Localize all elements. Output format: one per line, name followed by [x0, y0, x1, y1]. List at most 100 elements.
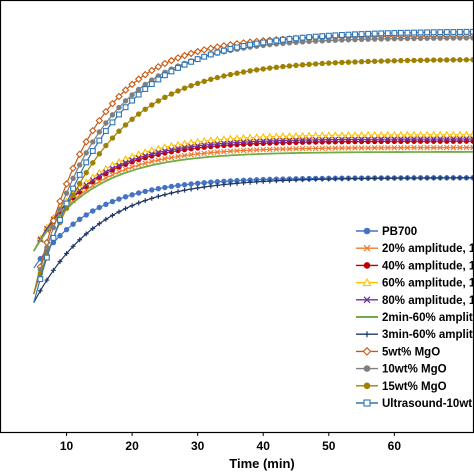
data-point-ultrasound-10wt — [109, 119, 116, 126]
series-layer — [33, 28, 474, 303]
data-point-80-amplitude-1 — [181, 144, 188, 151]
data-point-ultrasound-10wt — [70, 185, 77, 192]
data-point-3min-60-amplit — [437, 175, 443, 181]
data-point-80-amplitude-1 — [122, 159, 129, 166]
data-point-10wt-mgo — [411, 35, 417, 42]
data-point-5wt-mgo — [174, 54, 182, 62]
series-ultrasound-10wt — [33, 28, 474, 303]
data-point-20-amplitude-1 — [227, 148, 234, 155]
data-point-60-amplitude-1 — [147, 146, 156, 154]
data-point-20-amplitude-1 — [312, 145, 319, 152]
data-point-pb700 — [135, 190, 142, 196]
data-point-20-amplitude-1 — [253, 147, 260, 153]
data-point-15wt-mgo — [234, 70, 240, 76]
data-point-5wt-mgo — [95, 116, 104, 125]
data-point-20-amplitude-1 — [207, 149, 214, 156]
data-point-20-amplitude-1 — [240, 147, 247, 154]
data-point-10wt-mgo — [352, 36, 358, 43]
data-point-3min-60-amplit — [267, 178, 273, 184]
data-point-80-amplitude-1 — [207, 141, 214, 148]
data-point-60-amplitude-1 — [318, 131, 327, 139]
data-point-15wt-mgo — [404, 57, 411, 64]
data-point-ultrasound-10wt — [247, 41, 254, 48]
data-point-20-amplitude-1 — [443, 144, 450, 151]
data-point-5wt-mgo — [167, 56, 176, 65]
data-point-ultrasound-10wt — [430, 29, 437, 36]
data-point-pb700 — [57, 233, 63, 239]
x-tick-label: 30 — [191, 439, 205, 453]
data-point-ultrasound-10wt — [312, 33, 319, 40]
data-point-ultrasound-10wt — [96, 137, 103, 144]
data-point-20-amplitude-1 — [430, 144, 437, 151]
data-point-20-amplitude-1 — [260, 146, 267, 153]
data-point-15wt-mgo — [267, 65, 273, 71]
data-point-15wt-mgo — [247, 68, 253, 74]
data-point-pb700 — [76, 216, 83, 222]
data-point-15wt-mgo — [437, 57, 443, 63]
data-point-60-amplitude-1 — [396, 130, 405, 138]
data-point-80-amplitude-1 — [325, 136, 332, 143]
data-point-15wt-mgo — [457, 57, 463, 63]
data-point-60-amplitude-1 — [344, 131, 353, 139]
data-point-20-amplitude-1 — [234, 148, 240, 154]
data-point-ultrasound-10wt — [279, 36, 286, 43]
data-point-60-amplitude-1 — [436, 130, 445, 138]
data-point-15wt-mgo — [306, 61, 312, 68]
data-point-60-amplitude-1 — [134, 150, 143, 158]
data-point-ultrasound-10wt — [437, 29, 444, 36]
data-point-15wt-mgo — [253, 67, 260, 73]
data-point-ultrasound-10wt — [273, 37, 280, 44]
data-point-ultrasound-10wt — [175, 64, 181, 71]
data-point-ultrasound-10wt — [332, 32, 339, 39]
data-point-60-amplitude-1 — [265, 132, 274, 140]
data-point-10wt-mgo — [378, 36, 384, 42]
data-point-80-amplitude-1 — [312, 137, 319, 143]
data-point-ultrasound-10wt — [135, 91, 142, 98]
data-point-60-amplitude-1 — [383, 130, 392, 138]
data-point-3min-60-amplit — [287, 177, 292, 183]
data-point-10wt-mgo — [398, 35, 404, 42]
data-point-80-amplitude-1 — [378, 136, 385, 143]
data-point-5wt-mgo — [128, 80, 136, 89]
data-point-15wt-mgo — [181, 85, 188, 91]
data-point-15wt-mgo — [417, 57, 424, 63]
data-point-3min-60-amplit — [129, 203, 135, 208]
data-point-3min-60-amplit — [319, 176, 325, 182]
data-point-15wt-mgo — [444, 57, 450, 63]
data-point-60-amplitude-1 — [174, 140, 182, 148]
data-point-15wt-mgo — [352, 59, 358, 65]
data-point-10wt-mgo — [70, 175, 76, 182]
legend-entry-ultrasound-10wt: Ultrasound-10wt — [356, 398, 472, 410]
data-point-20-amplitude-1 — [162, 155, 168, 162]
data-point-pb700 — [63, 226, 70, 233]
data-point-5wt-mgo — [102, 107, 110, 116]
data-point-80-amplitude-1 — [430, 136, 437, 142]
data-point-5wt-mgo — [187, 49, 195, 58]
data-point-20-amplitude-1 — [450, 144, 457, 151]
data-point-60-amplitude-1 — [351, 130, 359, 139]
data-point-20-amplitude-1 — [319, 145, 326, 152]
data-point-15wt-mgo — [260, 66, 266, 72]
data-point-10wt-mgo — [358, 36, 365, 43]
data-point-20-amplitude-1 — [299, 145, 306, 152]
data-point-15wt-mgo — [371, 58, 378, 64]
data-point-20-amplitude-1 — [221, 148, 227, 155]
data-point-15wt-mgo — [109, 135, 116, 141]
data-point-80-amplitude-1 — [345, 136, 352, 143]
data-point-60-amplitude-1 — [429, 130, 438, 138]
data-point-ultrasound-10wt — [234, 44, 240, 51]
data-point-15wt-mgo — [116, 128, 122, 134]
data-point-ultrasound-10wt — [404, 29, 411, 36]
data-point-10wt-mgo — [57, 206, 63, 213]
legend-marker-15wt-mgo — [363, 382, 371, 390]
data-point-60-amplitude-1 — [259, 132, 268, 140]
data-point-3min-60-amplit — [293, 177, 299, 183]
data-point-20-amplitude-1 — [148, 158, 155, 165]
data-point-10wt-mgo — [319, 38, 325, 44]
data-point-10wt-mgo — [135, 86, 142, 93]
data-point-60-amplitude-1 — [311, 131, 320, 139]
data-point-80-amplitude-1 — [457, 136, 463, 142]
data-point-ultrasound-10wt — [201, 53, 208, 60]
data-point-80-amplitude-1 — [240, 139, 247, 145]
data-point-15wt-mgo — [103, 142, 109, 149]
